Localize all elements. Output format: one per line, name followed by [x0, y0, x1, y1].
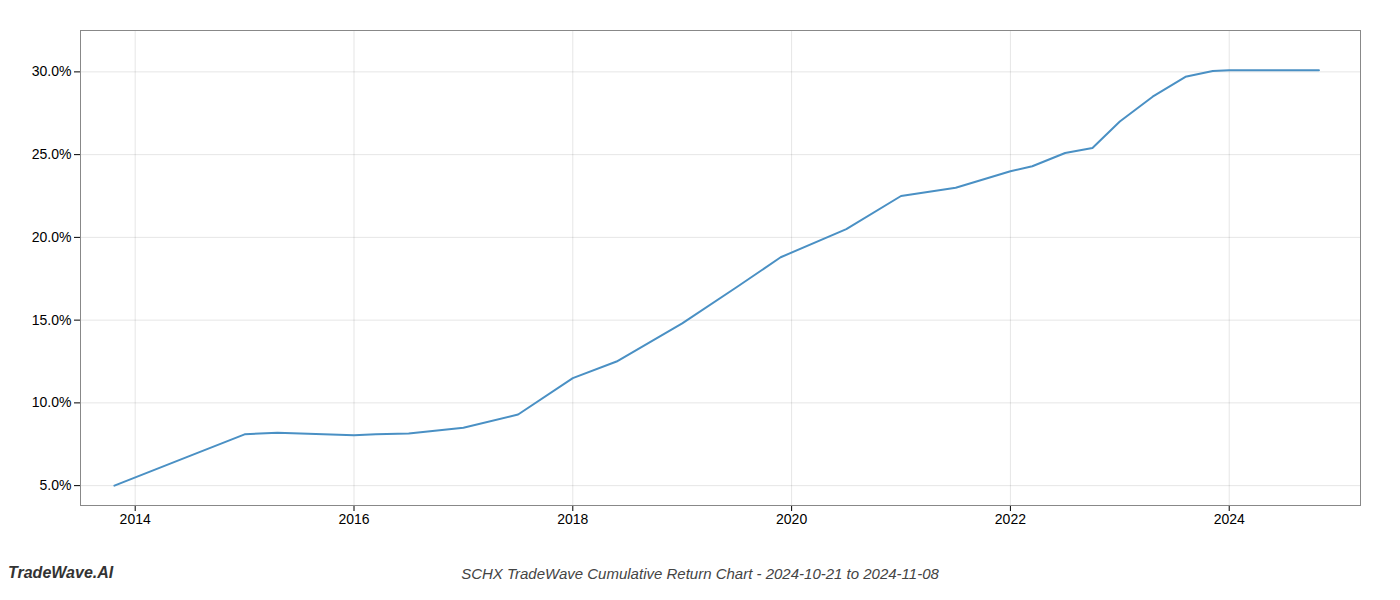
svg-text:2016: 2016: [338, 511, 369, 527]
svg-text:2014: 2014: [120, 511, 151, 527]
svg-text:10.0%: 10.0%: [32, 394, 72, 410]
svg-text:5.0%: 5.0%: [40, 477, 72, 493]
html-text:TradeWave.AI: TradeWave.AI: [8, 564, 114, 581]
svg-text:2018: 2018: [557, 511, 588, 527]
svg-text:25.0%: 25.0%: [32, 146, 72, 162]
html-text:SCHX TradeWave Cumulative Retu: SCHX TradeWave Cumulative Return Chart -…: [461, 565, 939, 582]
svg-text:2022: 2022: [995, 511, 1026, 527]
svg-text:2020: 2020: [776, 511, 807, 527]
svg-text:20.0%: 20.0%: [32, 229, 72, 245]
svg-text:15.0%: 15.0%: [32, 312, 72, 328]
svg-text:30.0%: 30.0%: [32, 63, 72, 79]
svg-text:2024: 2024: [1214, 511, 1245, 527]
